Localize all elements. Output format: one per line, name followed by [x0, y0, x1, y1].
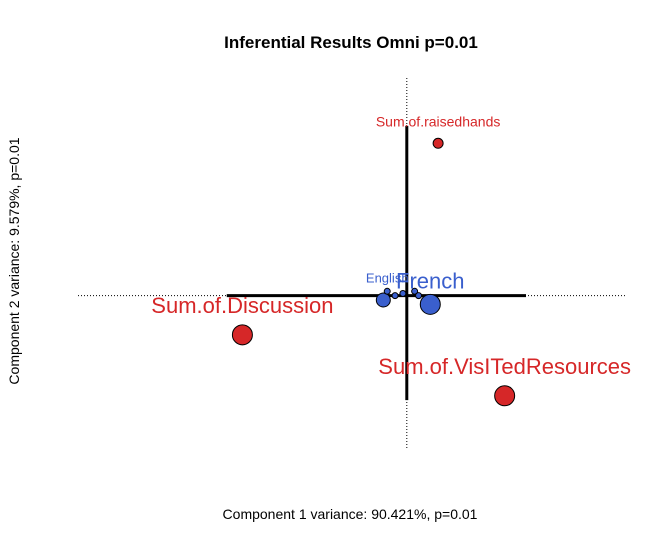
- chart-title: Inferential Results Omni p=0.01: [224, 33, 478, 52]
- x-axis-label: Component 1 variance: 90.421%, p=0.01: [223, 506, 478, 522]
- group-label: English: [366, 270, 409, 285]
- group-point: [383, 287, 391, 295]
- group-point: [415, 292, 423, 300]
- group-point: [375, 292, 391, 308]
- group-label: French: [396, 268, 464, 293]
- axes-layer: [78, 78, 626, 448]
- variable-label: Sum.of.Discussion: [151, 293, 333, 318]
- group-point: [411, 287, 419, 295]
- group-point: [399, 289, 407, 297]
- group-point: [419, 293, 441, 315]
- variable-point: [231, 324, 253, 346]
- group-point: [391, 292, 399, 300]
- variable-point: [432, 137, 444, 149]
- variable-label: Sum.of.VisITedResources: [378, 354, 631, 379]
- y-axis-label: Component 2 variance: 9.579%, p=0.01: [6, 137, 22, 384]
- variable-point: [494, 385, 516, 407]
- variable-label: Sum.of.raisedhands: [376, 113, 501, 129]
